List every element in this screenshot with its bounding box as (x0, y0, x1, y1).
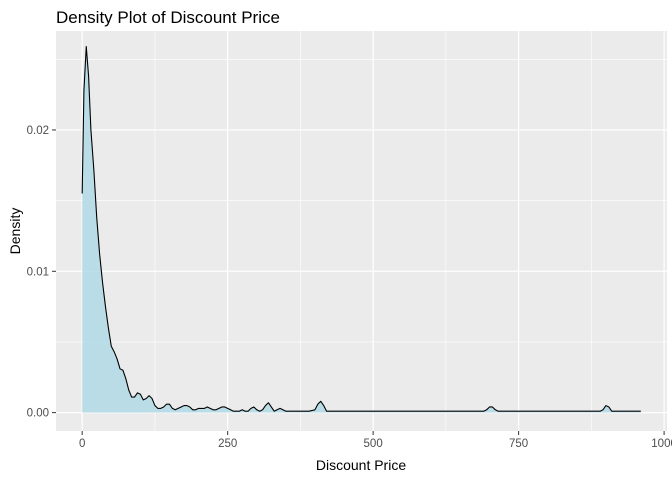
density-line (81, 46, 641, 412)
x-tick-label: 0 (79, 438, 85, 450)
y-tick-label: 0.02 (27, 125, 49, 137)
y-axis-title: Density (7, 208, 23, 255)
plot-panel (56, 31, 667, 431)
y-axis-tick-labels: 0.00 0.01 0.02 (27, 125, 49, 420)
chart-title: Density Plot of Discount Price (56, 8, 280, 27)
x-tick-label: 750 (509, 438, 528, 450)
y-tick-label: 0.00 (27, 408, 49, 420)
minor-gridlines (56, 31, 667, 431)
x-tick-label: 500 (364, 438, 383, 450)
x-axis-title: Discount Price (316, 457, 406, 473)
axis-ticks (52, 129, 665, 435)
y-tick-label: 0.01 (27, 266, 49, 278)
x-tick-label: 250 (218, 438, 237, 450)
